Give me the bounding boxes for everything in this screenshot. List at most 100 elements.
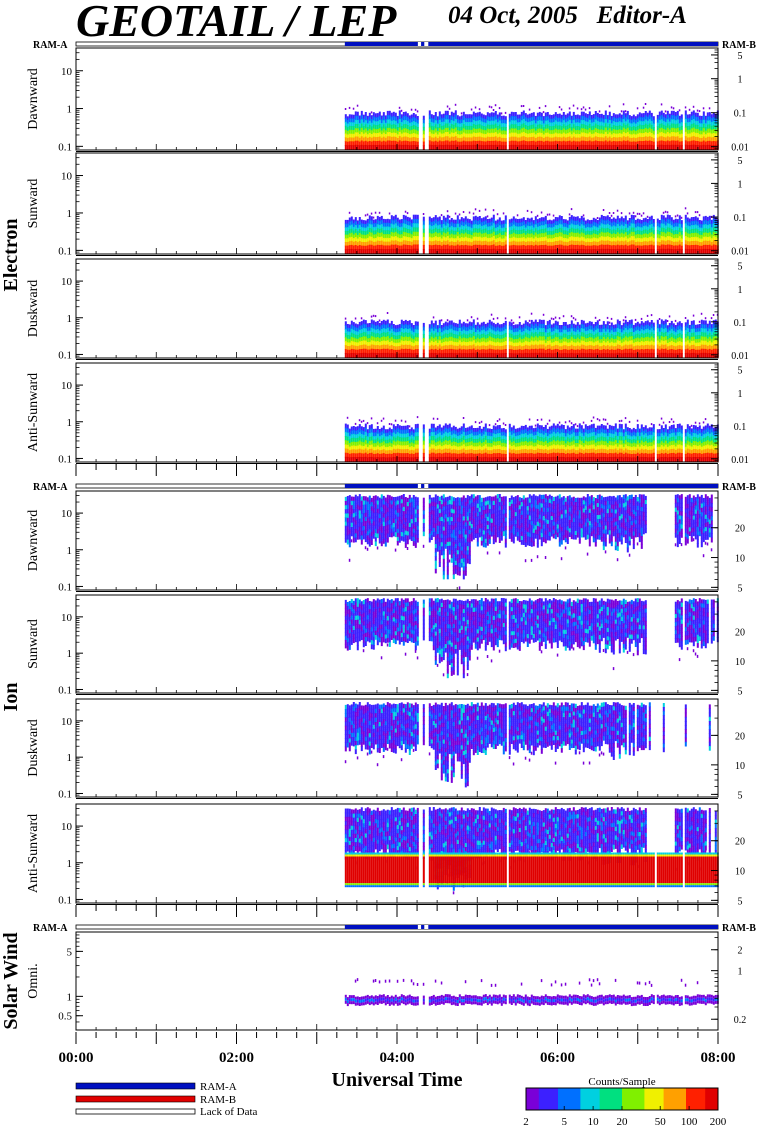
ram-gap-0: [417, 925, 422, 929]
left-tick-label: 0.1: [58, 788, 72, 800]
group-label: Electron: [0, 219, 22, 292]
panel-anti-sunward: Anti-Sunward 10 1 0.1 5 1 0.1 0.01: [26, 362, 749, 466]
panel-dawnward: Dawnward 10 1 0.1 20 10 5: [26, 490, 745, 594]
right-tick-label: 1: [738, 285, 743, 296]
page-title: GEOTAIL / LEP: [76, 0, 397, 46]
colorbar-tick-label: 200: [710, 1116, 727, 1128]
ram-left-label: RAM-A: [33, 923, 68, 934]
panel-duskward: Duskward 10 1 0.1 20 10 5: [26, 698, 745, 801]
ram-gap-0: [417, 42, 422, 46]
panel-anti-sunward: Anti-Sunward 10 1 0.1 20 10 5: [26, 803, 745, 907]
left-tick-label: 5: [67, 946, 73, 958]
group-label: Solar Wind: [0, 932, 22, 1029]
left-tick-label: 1: [67, 208, 73, 220]
x-tick-label: 06:00: [540, 1050, 575, 1066]
left-tick-label: 1: [67, 648, 73, 660]
left-tick-label: 10: [61, 66, 73, 78]
colorbar-tick-label: 10: [588, 1116, 600, 1128]
editor-label: Editor-A: [596, 2, 687, 29]
right-tick-label: 1: [738, 75, 743, 86]
colorbar-tick-label: 100: [681, 1116, 698, 1128]
time-tick-row: [75, 464, 719, 476]
left-tick-label: 10: [61, 171, 73, 183]
left-tick-label: 1: [67, 858, 73, 870]
ram-a-segment: [344, 925, 718, 929]
panel-label: Anti-Sunward: [26, 373, 41, 452]
right-tick-label: 0.01: [731, 351, 749, 362]
right-tick-label: 1: [738, 389, 743, 400]
left-tick-label: 0.5: [58, 1011, 72, 1023]
time-tick-row: [75, 905, 719, 917]
right-tick-label: 5: [738, 156, 743, 167]
right-tick-label: 5: [738, 366, 743, 377]
spectrogram: [344, 978, 719, 1007]
right-tick-label: 10: [735, 554, 745, 565]
left-tick-label: 0.1: [58, 684, 72, 696]
left-tick-label: 10: [61, 716, 73, 728]
right-tick-label: 0.1: [734, 422, 747, 433]
right-tick-label: 0.01: [731, 247, 749, 258]
left-tick-label: 0.1: [58, 141, 72, 153]
panel-label: Sunward: [26, 179, 41, 229]
ram-a-segment: [344, 484, 718, 488]
spectrogram: [344, 103, 719, 150]
ram-right-label: RAM-B: [722, 40, 756, 51]
panel-omni: Omni. 5 1 0.5 2 1 0.2: [26, 931, 746, 1031]
right-tick-label: 2: [738, 946, 743, 957]
right-tick-label: 5: [738, 262, 743, 273]
panel-label: Dawnward: [26, 68, 41, 129]
legend-ram-b-label: RAM-B: [200, 1094, 236, 1106]
panel-label: Duskward: [26, 719, 41, 777]
panel-dawnward: Dawnward 10 1 0.1 5 1 0.1 0.01: [26, 47, 749, 154]
right-tick-label: 5: [738, 583, 743, 594]
right-tick-label: 1: [738, 179, 743, 190]
spectrogram: [344, 416, 719, 462]
group-electron: RAM-A RAM-B Electron Dawnward 10 1 0.1 5 1 0.1 0.0…: [0, 40, 756, 476]
x-tick-label: 02:00: [219, 1050, 254, 1066]
ram-gap-1: [424, 925, 429, 929]
colorbar-tick-label: 20: [617, 1116, 629, 1128]
x-tick-label: 04:00: [380, 1050, 415, 1066]
right-tick-label: 20: [735, 837, 745, 848]
group-solar-wind: RAM-A RAM-B Solar Wind Omni. 5 1 0.5 2 1 0.2: [0, 923, 756, 1044]
right-tick-label: 5: [738, 51, 743, 62]
left-tick-label: 0.1: [58, 581, 72, 593]
right-tick-label: 0.01: [731, 143, 749, 154]
panel-label: Sunward: [26, 619, 41, 669]
colorbar: Counts/Sample 2 5 10 20 50 100 200: [523, 1076, 727, 1128]
left-tick-label: 1: [67, 545, 73, 557]
legend-lack-swatch: [75, 1108, 196, 1115]
spectrogram: [344, 312, 719, 358]
group-label: Ion: [0, 683, 22, 712]
legend-ram-a-label: RAM-A: [200, 1081, 237, 1093]
left-tick-label: 10: [61, 508, 73, 520]
ram-left-label: RAM-A: [33, 482, 68, 493]
left-tick-label: 1: [67, 313, 73, 325]
panel-label: Dawnward: [26, 510, 41, 571]
right-tick-label: 5: [738, 686, 743, 697]
left-tick-label: 0.1: [58, 894, 72, 906]
panel-label: Omni.: [26, 963, 41, 998]
panel-sunward: Sunward 10 1 0.1 5 1 0.1 0.01: [26, 152, 749, 258]
ram-gap-1: [424, 42, 429, 46]
panel-label: Anti-Sunward: [26, 814, 41, 893]
left-tick-label: 1: [67, 104, 73, 116]
spectrogram: [344, 702, 711, 788]
left-tick-label: 10: [61, 380, 73, 392]
spectrogram: [344, 494, 713, 590]
right-tick-label: 20: [735, 524, 745, 535]
left-tick-label: 1: [67, 991, 73, 1003]
left-tick-label: 0.1: [58, 349, 72, 361]
left-tick-label: 10: [61, 821, 73, 833]
right-tick-label: 0.1: [734, 318, 747, 329]
colorbar-tick-label: 2: [523, 1116, 529, 1128]
left-tick-label: 10: [61, 276, 73, 288]
right-tick-label: 5: [738, 896, 743, 907]
left-tick-label: 0.1: [58, 245, 72, 257]
ram-left-label: RAM-A: [33, 40, 68, 51]
panel-sunward: Sunward 10 1 0.1 20 10 5: [26, 594, 745, 697]
right-tick-label: 1: [738, 967, 743, 978]
spectrogram: [344, 207, 719, 254]
colorbar-tick-label: 5: [561, 1116, 567, 1128]
